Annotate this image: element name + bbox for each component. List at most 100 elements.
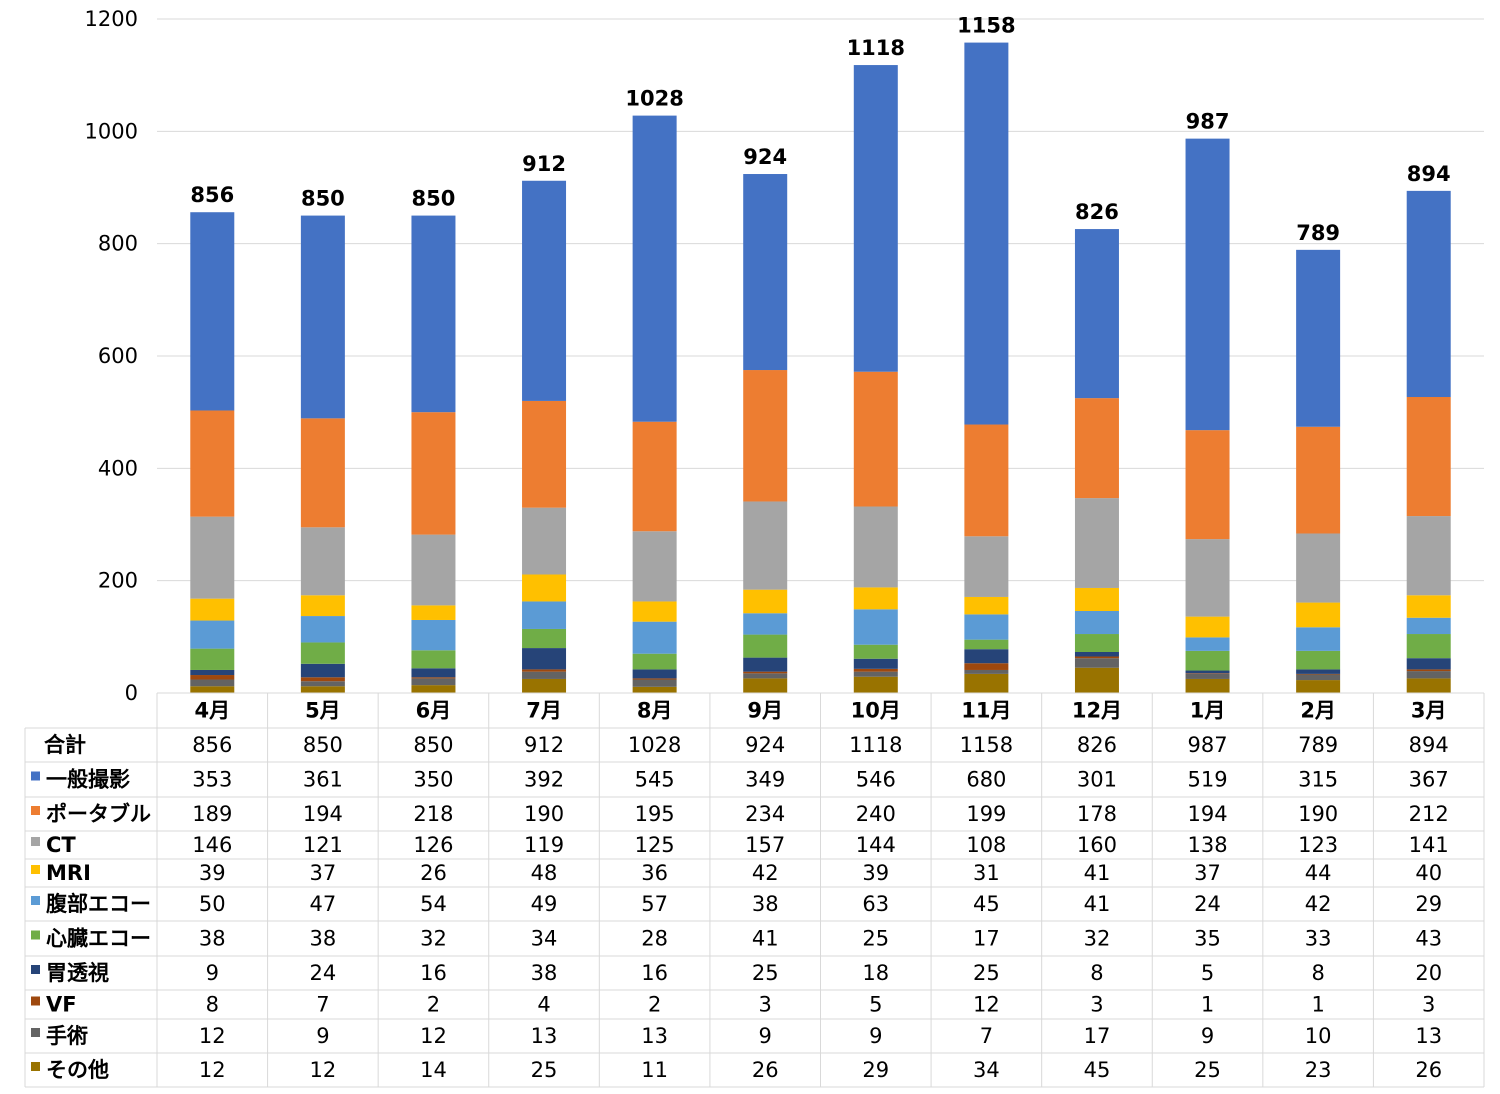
- bar-segment: [190, 686, 235, 693]
- bar-segment: [1296, 602, 1341, 628]
- bar-segment: [743, 370, 788, 502]
- y-tick-label: 600: [98, 344, 138, 368]
- table-cell: 32: [420, 927, 447, 951]
- bar-segment: [411, 650, 456, 669]
- bar-segment: [411, 668, 456, 678]
- bar-segment: [1406, 678, 1451, 693]
- bar-segment: [300, 681, 345, 687]
- table-cell: 41: [752, 927, 779, 951]
- table-cell: 789: [1298, 733, 1338, 757]
- table-cell: 1158: [960, 733, 1013, 757]
- table-cell: 40: [1415, 861, 1442, 885]
- bar-segment: [1074, 587, 1119, 611]
- table-cell: 26: [1415, 1058, 1442, 1082]
- table-cell: 8: [1090, 961, 1103, 985]
- bar-segment: [1406, 516, 1451, 596]
- bar-segment: [1074, 610, 1119, 635]
- bar-segment: [300, 663, 345, 678]
- bar-segment: [1296, 650, 1341, 670]
- total-label: 856: [190, 183, 234, 207]
- table-cell: 1: [1311, 993, 1324, 1017]
- category-label: 1月: [1190, 699, 1226, 723]
- table-cell: 361: [303, 768, 343, 792]
- bar-segment: [300, 686, 345, 693]
- bar-segment: [411, 534, 456, 606]
- bar-segment: [411, 412, 456, 535]
- bar-segment: [743, 673, 788, 679]
- bar-segment: [853, 658, 898, 669]
- table-cell: 1: [1201, 993, 1214, 1017]
- table-cell: 350: [413, 768, 453, 792]
- table-cell: 218: [413, 802, 453, 826]
- table-cell: 546: [856, 768, 896, 792]
- bar-segment: [743, 678, 788, 693]
- bar-segment: [190, 516, 235, 599]
- bar-segment: [1185, 539, 1230, 617]
- table-cell: 1118: [849, 733, 902, 757]
- bar-segment: [1074, 651, 1119, 657]
- table-cell: 9: [316, 1024, 329, 1048]
- table-cell: 23: [1305, 1058, 1332, 1082]
- table-cell: 24: [310, 961, 337, 985]
- table-cell: 8: [206, 993, 219, 1017]
- bar-segment: [1296, 627, 1341, 651]
- table-cell: 17: [973, 927, 1000, 951]
- bar-segment: [1074, 398, 1119, 499]
- row-label-total: 合計: [44, 733, 86, 757]
- bar-segment: [190, 648, 235, 670]
- table-cell: 16: [641, 961, 668, 985]
- y-tick-label: 200: [98, 569, 138, 593]
- table-cell: 850: [303, 733, 343, 757]
- legend-key: [31, 1062, 40, 1071]
- bar-segment: [300, 616, 345, 643]
- table-cell: 987: [1187, 733, 1227, 757]
- table-cell: 31: [973, 861, 1000, 885]
- total-label: 987: [1186, 110, 1230, 134]
- bar-segment: [1406, 669, 1451, 672]
- table-cell: 16: [420, 961, 447, 985]
- category-label: 3月: [1411, 699, 1447, 723]
- bar-segment: [522, 671, 567, 679]
- bar-segment: [853, 65, 898, 372]
- table-cell: 41: [1084, 861, 1111, 885]
- bar-segment: [1296, 680, 1341, 693]
- bar-segment: [964, 673, 1009, 693]
- table-cell: 25: [752, 961, 779, 985]
- bar-segment: [964, 649, 1009, 664]
- table-cell: 9: [1201, 1024, 1214, 1048]
- bar-segment: [522, 678, 567, 693]
- total-label: 1028: [625, 87, 683, 111]
- y-tick-label: 1000: [85, 119, 138, 143]
- bar-segment: [1185, 650, 1230, 671]
- bar-segment: [1406, 190, 1451, 398]
- bar-segment: [743, 174, 788, 371]
- bar-segment: [853, 609, 898, 645]
- bar-segment: [1074, 656, 1119, 659]
- bar-segment: [632, 115, 677, 422]
- total-label: 850: [412, 187, 456, 211]
- bar-segment: [411, 677, 456, 679]
- bar-segment: [1074, 667, 1119, 693]
- bar-segment: [300, 677, 345, 682]
- legend-key: [31, 837, 40, 846]
- bar-segment: [632, 686, 677, 693]
- table-cell: 42: [1305, 892, 1332, 916]
- table-cell: 38: [199, 927, 226, 951]
- table-cell: 20: [1415, 961, 1442, 985]
- row-label: その他: [46, 1058, 109, 1082]
- bar-segment: [632, 601, 677, 622]
- table-cell: 353: [192, 768, 232, 792]
- bar-segment: [1074, 634, 1119, 652]
- table-cell: 25: [1194, 1058, 1221, 1082]
- bar-segment: [853, 676, 898, 693]
- bar-segment: [964, 596, 1009, 615]
- table-cell: 13: [531, 1024, 558, 1048]
- table-cell: 41: [1084, 892, 1111, 916]
- row-label: 手術: [46, 1024, 88, 1048]
- bar-segment: [190, 598, 235, 621]
- category-label: 4月: [194, 699, 230, 723]
- table-cell: 194: [303, 802, 343, 826]
- table-cell: 17: [1084, 1024, 1111, 1048]
- table-cell: 315: [1298, 768, 1338, 792]
